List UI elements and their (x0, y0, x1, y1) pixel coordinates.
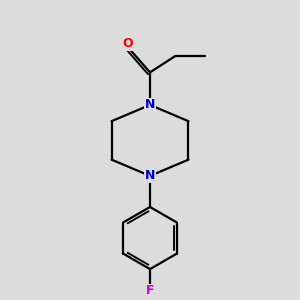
Text: F: F (146, 284, 154, 297)
Text: N: N (145, 98, 155, 111)
Text: N: N (145, 169, 155, 182)
Text: O: O (122, 37, 133, 50)
